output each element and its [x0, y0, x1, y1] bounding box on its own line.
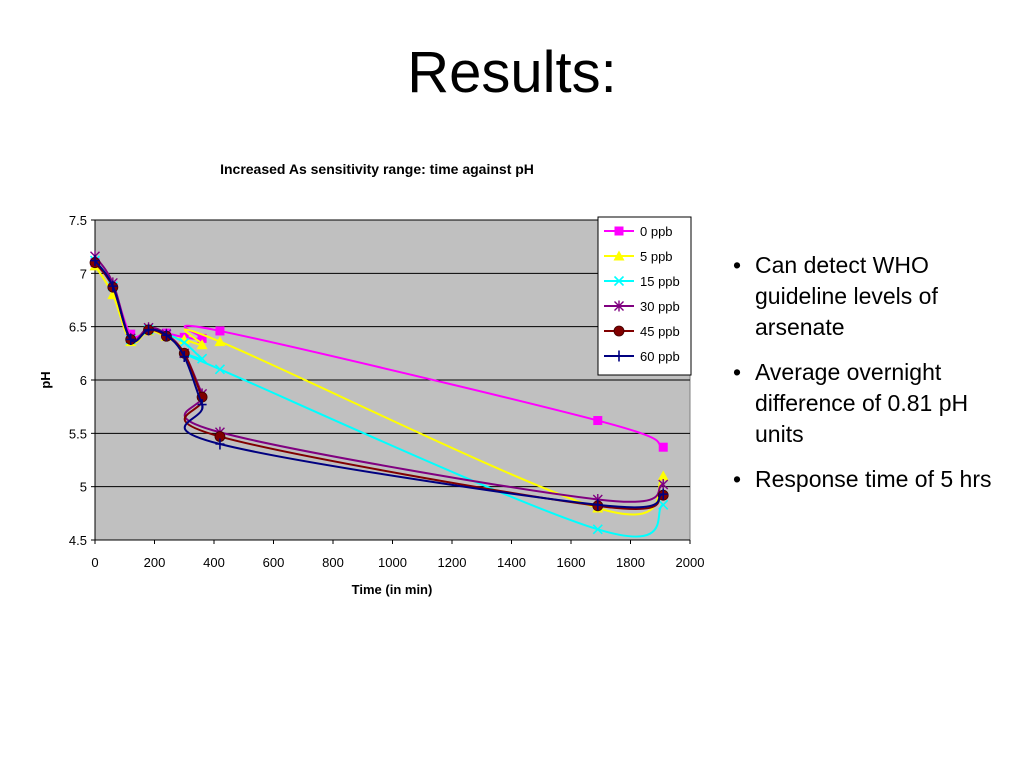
- data-point: [90, 255, 100, 267]
- legend-item: 0 ppb: [604, 224, 673, 239]
- data-point: [197, 399, 207, 411]
- x-tick-label: 400: [203, 555, 225, 570]
- y-tick-label: 7: [80, 266, 87, 281]
- x-tick-label: 800: [322, 555, 344, 570]
- bullet-text: Response time of 5 hrs: [755, 466, 992, 492]
- slide-title: Results:: [407, 40, 617, 105]
- x-tick-label: 600: [263, 555, 285, 570]
- series-line: [94, 259, 664, 509]
- legend-marker: [613, 275, 625, 287]
- legend-label: 60 ppb: [640, 349, 680, 364]
- data-point: [658, 479, 669, 491]
- series-60-ppb: [90, 255, 668, 511]
- bullet-glyph: •: [733, 466, 742, 492]
- data-point: [593, 416, 603, 426]
- legend-item: 45 ppb: [604, 324, 680, 339]
- x-axis-label: Time (in min): [352, 582, 433, 597]
- bullet-item: • Average overnight difference of 0.81 pH…: [733, 357, 993, 450]
- data-point: [126, 333, 136, 345]
- chart-title: Increased As sensitivity range: time aga…: [220, 161, 534, 177]
- y-axis-label: pH: [38, 371, 53, 388]
- legend-item: 15 ppb: [604, 274, 680, 289]
- x-tick-label: 200: [144, 555, 166, 570]
- legend-marker: [614, 226, 624, 236]
- legend-label: 0 ppb: [640, 224, 673, 239]
- legend-item: 60 ppb: [604, 349, 680, 364]
- bullet-list: • Can detect WHO guideline levels of arse…: [733, 250, 993, 509]
- bullet-item: • Response time of 5 hrs: [733, 464, 993, 495]
- legend-label: 30 ppb: [640, 299, 680, 314]
- x-tick-label: 1400: [497, 555, 526, 570]
- data-point: [658, 442, 668, 452]
- data-point: [144, 324, 154, 336]
- legend-marker: [613, 325, 625, 337]
- data-point: [179, 351, 189, 363]
- data-point: [196, 339, 208, 350]
- data-point: [593, 499, 603, 511]
- y-tick-label: 7.5: [69, 213, 87, 228]
- data-point: [215, 438, 225, 450]
- legend-box: [597, 216, 692, 376]
- legend: 0 ppb 5 ppb 15 ppb 30 ppb 45 ppb 60 ppb: [597, 216, 692, 376]
- data-point: [214, 364, 226, 375]
- y-tick-label: 4.5: [69, 533, 87, 548]
- data-point: [215, 326, 225, 336]
- y-tick-label: 5.5: [69, 426, 87, 441]
- data-point: [161, 329, 171, 341]
- data-point: [179, 337, 190, 348]
- x-tick-label: 1800: [616, 555, 645, 570]
- data-point: [658, 488, 668, 500]
- data-point: [108, 280, 118, 292]
- data-point: [657, 470, 669, 481]
- y-tick-label: 5: [80, 480, 87, 495]
- y-tick-label: 6.5: [69, 320, 87, 335]
- legend-label: 15 ppb: [640, 274, 680, 289]
- legend-item: 5 ppb: [604, 249, 673, 264]
- legend-marker: [614, 350, 624, 362]
- legend-item: 30 ppb: [604, 299, 680, 314]
- data-point: [197, 353, 208, 364]
- bullet-text: Average overnight difference of 0.81 pH …: [755, 359, 969, 447]
- data-point: [658, 499, 669, 510]
- data-point: [197, 333, 207, 343]
- legend-marker: [613, 250, 625, 261]
- bullet-glyph: •: [733, 252, 742, 278]
- x-tick-label: 1000: [378, 555, 407, 570]
- bullet-text: Can detect WHO guideline levels of arsen…: [755, 252, 938, 340]
- bullet-glyph: •: [733, 359, 742, 385]
- data-point: [592, 524, 603, 535]
- bullet-item: • Can detect WHO guideline levels of arse…: [733, 250, 993, 343]
- x-tick-label: 1200: [438, 555, 467, 570]
- data-point: [214, 336, 226, 347]
- legend-label: 45 ppb: [640, 324, 680, 339]
- legend-label: 5 ppb: [640, 249, 673, 264]
- x-tick-label: 1600: [557, 555, 586, 570]
- x-tick-label: 0: [91, 555, 98, 570]
- x-tick-label: 2000: [676, 555, 705, 570]
- y-tick-label: 6: [80, 373, 87, 388]
- legend-marker: [614, 300, 624, 312]
